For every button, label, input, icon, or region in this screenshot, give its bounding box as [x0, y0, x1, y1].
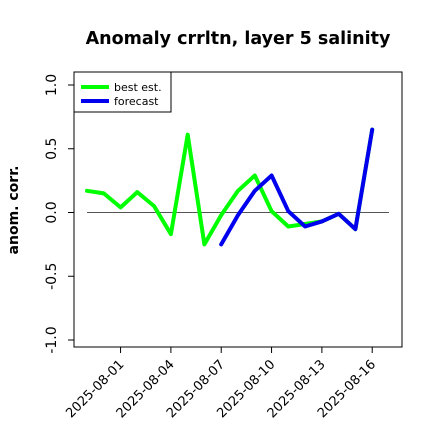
x-axis: 2025-08-012025-08-042025-08-072025-08-10…: [63, 347, 379, 421]
y-tick-label: 0.5: [44, 138, 60, 160]
y-tick-label: -1.0: [44, 326, 60, 353]
y-axis-label: anom. corr.: [6, 166, 22, 255]
y-tick-label: 1.0: [44, 74, 60, 96]
series-layer: [85, 127, 375, 247]
y-tick-label: -0.5: [44, 263, 60, 290]
legend: best est. forecast: [73, 71, 172, 113]
y-axis: -1.0 -0.5 0.0 0.5 1.0: [44, 74, 74, 354]
series-line-forecast: [219, 127, 375, 247]
legend-label-forecast: forecast: [114, 95, 159, 108]
plot-frame: [73, 71, 403, 348]
legend-box: [73, 71, 172, 113]
legend-label-best-est: best est.: [114, 81, 162, 94]
y-tick-label: 0.0: [44, 201, 60, 223]
chart-title: Anomaly crrltn, layer 5 salinity: [86, 29, 391, 49]
